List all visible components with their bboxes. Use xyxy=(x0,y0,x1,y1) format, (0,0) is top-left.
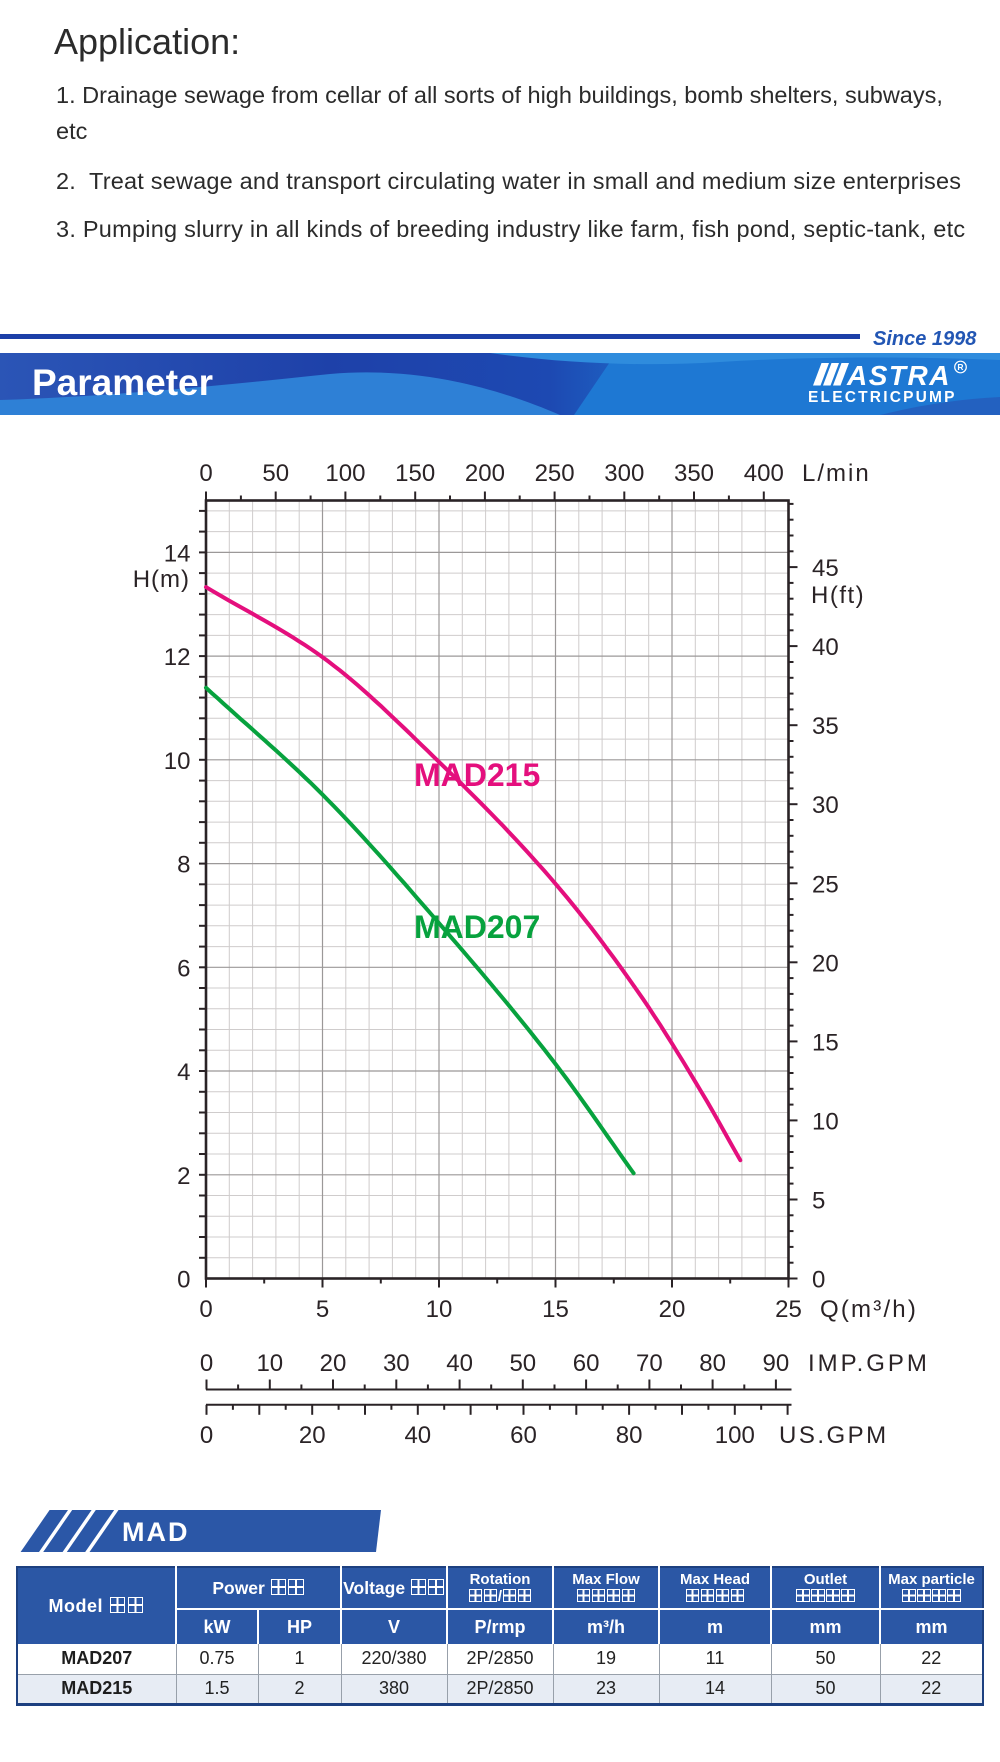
svg-text:US.GPM: US.GPM xyxy=(779,1422,889,1449)
svg-text:50: 50 xyxy=(262,460,289,487)
svg-text:15: 15 xyxy=(812,1029,839,1056)
svg-text:40: 40 xyxy=(404,1422,431,1449)
svg-text:14: 14 xyxy=(164,540,191,567)
svg-text:10: 10 xyxy=(426,1296,453,1323)
svg-text:400: 400 xyxy=(744,460,784,487)
svg-text:0: 0 xyxy=(200,1350,213,1377)
svg-text:10: 10 xyxy=(164,748,191,775)
svg-text:20: 20 xyxy=(812,950,839,977)
svg-text:0: 0 xyxy=(199,460,212,487)
svg-text:0: 0 xyxy=(177,1267,190,1294)
svg-text:90: 90 xyxy=(763,1350,790,1377)
svg-text:60: 60 xyxy=(573,1350,600,1377)
svg-text:6: 6 xyxy=(177,955,190,982)
svg-text:20: 20 xyxy=(320,1350,347,1377)
svg-text:60: 60 xyxy=(510,1422,537,1449)
svg-text:0: 0 xyxy=(812,1267,825,1294)
svg-text:35: 35 xyxy=(812,713,839,740)
svg-text:0: 0 xyxy=(199,1296,212,1323)
svg-text:5: 5 xyxy=(812,1188,825,1215)
svg-text:45: 45 xyxy=(812,555,839,582)
svg-text:IMP.GPM: IMP.GPM xyxy=(808,1350,930,1377)
svg-text:R: R xyxy=(957,362,963,372)
svg-text:250: 250 xyxy=(535,460,575,487)
svg-text:10: 10 xyxy=(256,1350,283,1377)
svg-text:350: 350 xyxy=(674,460,714,487)
svg-text:0: 0 xyxy=(200,1422,213,1449)
svg-text:80: 80 xyxy=(616,1422,643,1449)
svg-text:25: 25 xyxy=(812,871,839,898)
svg-text:30: 30 xyxy=(812,792,839,819)
svg-text:MAD207: MAD207 xyxy=(414,909,540,945)
svg-text:L/min: L/min xyxy=(802,460,871,487)
svg-text:80: 80 xyxy=(699,1350,726,1377)
svg-text:ELECTRICPUMP: ELECTRICPUMP xyxy=(808,389,957,406)
svg-text:20: 20 xyxy=(659,1296,686,1323)
svg-text:100: 100 xyxy=(715,1422,755,1449)
svg-text:30: 30 xyxy=(383,1350,410,1377)
svg-text:300: 300 xyxy=(604,460,644,487)
svg-text:ASTRA: ASTRA xyxy=(846,360,951,391)
svg-text:5: 5 xyxy=(316,1296,329,1323)
svg-text:150: 150 xyxy=(395,460,435,487)
svg-text:H(ft): H(ft) xyxy=(811,582,865,609)
svg-text:200: 200 xyxy=(465,460,505,487)
svg-text:H(m): H(m) xyxy=(133,566,190,593)
svg-text:40: 40 xyxy=(812,634,839,661)
svg-text:12: 12 xyxy=(164,644,191,671)
svg-text:8: 8 xyxy=(177,852,190,879)
svg-text:50: 50 xyxy=(509,1350,536,1377)
svg-text:10: 10 xyxy=(812,1108,839,1135)
svg-text:100: 100 xyxy=(325,460,365,487)
svg-text:20: 20 xyxy=(299,1422,326,1449)
svg-text:MAD: MAD xyxy=(122,1517,190,1547)
svg-text:40: 40 xyxy=(446,1350,473,1377)
svg-text:2: 2 xyxy=(177,1163,190,1190)
svg-text:Q(m³/h): Q(m³/h) xyxy=(820,1296,918,1323)
svg-text:4: 4 xyxy=(177,1059,190,1086)
svg-text:15: 15 xyxy=(542,1296,569,1323)
svg-text:MAD215: MAD215 xyxy=(414,757,540,793)
svg-text:70: 70 xyxy=(636,1350,663,1377)
svg-text:25: 25 xyxy=(775,1296,802,1323)
